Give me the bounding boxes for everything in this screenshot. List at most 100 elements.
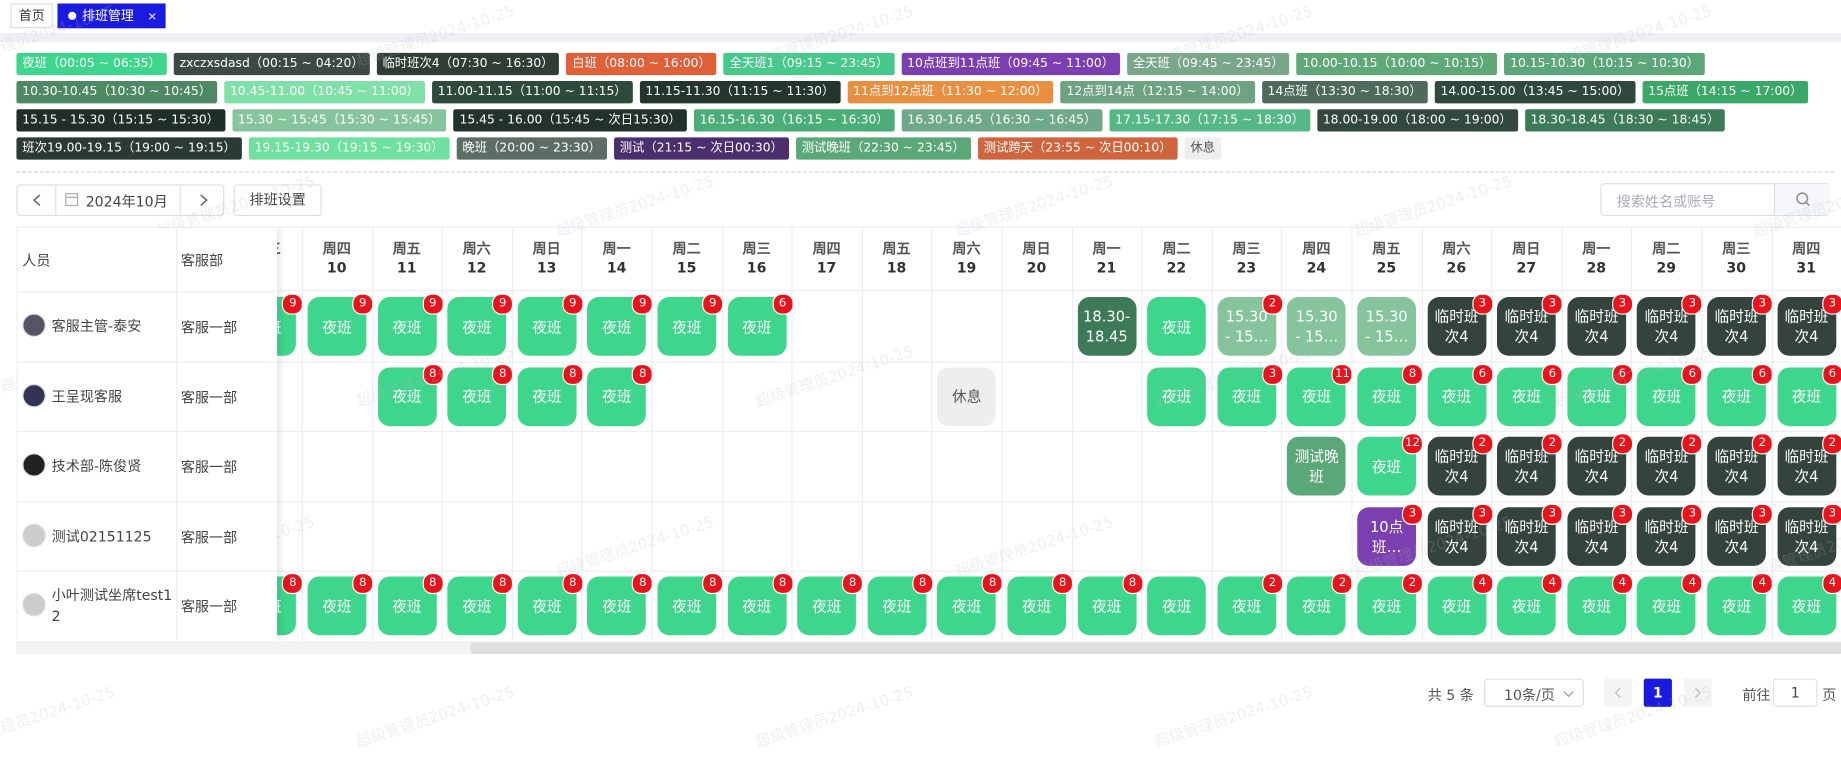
shift-cell[interactable]: 临时班次4 <box>1637 506 1696 566</box>
day-label: 25 <box>1376 259 1397 276</box>
shift-chip[interactable]: 10.45-11.00（10:45 ~ 11:00） <box>224 81 425 104</box>
shift-chip[interactable]: 测试（21:15 ~ 次日00:30） <box>613 137 789 160</box>
shift-cell[interactable]: 临时班次4 <box>1497 506 1556 566</box>
shift-chip[interactable]: 17.15-17.30（17:15 ~ 18:30） <box>1109 109 1310 132</box>
shift-chip[interactable]: 10.15-10.30（10:15 ~ 10:30） <box>1504 52 1705 76</box>
shift-chip[interactable]: 11.15-11.30（11:15 ~ 11:30） <box>639 81 841 104</box>
shift-chip[interactable]: 19.15-19.30（19:15 ~ 19:30） <box>248 137 450 160</box>
shift-chip[interactable]: 10点班到11点班（09:45 ~ 11:00） <box>901 52 1120 76</box>
shift-cell[interactable]: 夜班 <box>1637 576 1696 636</box>
shift-count-badge: 8 <box>492 363 514 385</box>
tab-close[interactable]: × <box>147 10 158 24</box>
shift-cell[interactable]: 15.30 - 15… <box>1217 297 1277 356</box>
shift-chip[interactable]: 班次19.00-19.15（19:00 ~ 19:15） <box>16 137 242 160</box>
shift-cell[interactable]: 夜班 <box>1357 367 1416 426</box>
shift-cell[interactable]: 夜班 <box>797 576 857 636</box>
shift-count-badge: 2 <box>1401 573 1424 595</box>
shift-chip[interactable]: 14.00-15.00（13:45 ~ 15:00） <box>1434 81 1636 104</box>
shift-chip[interactable]: 18.30-18.45（18:30 ~ 18:45） <box>1524 109 1726 132</box>
shift-chip[interactable]: 测试跨天（23:55 ~ 次日00:10） <box>977 137 1178 160</box>
page-size-select[interactable]: 10条/页 <box>1484 678 1584 707</box>
row-line <box>17 431 278 433</box>
shift-cell[interactable]: 夜班 <box>1217 576 1277 636</box>
shift-chip[interactable]: 14点班（13:30 ~ 18:30） <box>1261 81 1428 104</box>
shift-cell[interactable]: 15.30 - 15… <box>1357 297 1416 356</box>
shift-cell[interactable]: 夜班 <box>657 297 717 356</box>
shift-cell[interactable]: 夜班 <box>1357 436 1416 496</box>
shift-chip[interactable]: 夜班（00:05 ~ 06:35） <box>16 52 167 76</box>
shift-chip[interactable]: 15.45 - 16.00（15:45 ~ 次日15:30） <box>453 109 687 132</box>
shift-cell[interactable]: 15.30 - 15… <box>1287 297 1346 356</box>
shift-chip[interactable]: 休息 <box>1184 137 1221 160</box>
shift-count-badge: 9 <box>282 293 304 315</box>
prev-page[interactable] <box>1603 678 1633 707</box>
shift-cell[interactable]: 夜班 <box>1497 576 1556 636</box>
shift-chip[interactable]: 12点到14点（12:15 ~ 14:00） <box>1060 81 1255 104</box>
shift-chip[interactable]: 15.15 - 15.30（15:15 ~ 15:30） <box>16 109 225 132</box>
shift-cell[interactable]: 临时班次4 <box>1427 506 1486 566</box>
shift-count-badge: 3 <box>1681 503 1703 525</box>
next-month[interactable] <box>179 185 225 215</box>
month-label[interactable]: 2024年10月 <box>85 193 168 211</box>
h-scroll-thumb <box>470 642 1841 654</box>
shift-chip[interactable]: 10.30-10.45（10:30 ~ 10:45） <box>16 81 218 104</box>
shift-cell[interactable]: 临时班次4 <box>1707 436 1766 496</box>
shift-chip[interactable]: 全天班1（09:15 ~ 23:45） <box>723 52 895 76</box>
shift-chip[interactable]: 全天班（09:45 ~ 23:45） <box>1126 52 1290 76</box>
shift-count-badge: 4 <box>1541 573 1563 595</box>
schedule-settings-button[interactable]: 排班设置 <box>233 184 322 217</box>
shift-chip[interactable]: 白班（08:00 ~ 16:00） <box>566 52 717 76</box>
shift-count-badge: 9 <box>632 293 654 315</box>
shift-cell[interactable]: 夜班 <box>1707 367 1766 426</box>
page-unit: 页 <box>1822 686 1837 704</box>
shift-cell[interactable]: 夜班 <box>1777 367 1836 426</box>
shift-chip[interactable]: 临时班次4（07:30 ~ 16:30） <box>376 52 560 76</box>
shift-chip[interactable]: 11点到12点班（11:30 ~ 12:00） <box>847 81 1054 104</box>
shift-chip[interactable]: 10.00-10.15（10:00 ~ 10:15） <box>1296 52 1498 76</box>
weekday-label: 周三 <box>742 240 771 258</box>
next-page[interactable] <box>1683 678 1712 707</box>
search-box[interactable]: 搜索姓名或账号 <box>1600 183 1831 217</box>
current-page[interactable]: 1 <box>1643 678 1672 707</box>
shift-cell[interactable]: 18.30-18.45 <box>1077 297 1137 356</box>
search-button[interactable] <box>1774 184 1831 215</box>
shift-chip[interactable]: 15.30 ~ 15:45（15:30 ~ 15:45） <box>231 109 447 132</box>
shift-count-badge: 3 <box>1611 503 1633 525</box>
goto-input[interactable]: 1 <box>1772 678 1818 707</box>
column-line <box>511 227 513 642</box>
shift-chip[interactable]: 16.15-16.30（16:15 ~ 16:30） <box>693 109 895 132</box>
shift-chip[interactable]: zxczxsdasd（00:15 ~ 04:20） <box>173 52 370 76</box>
shift-cell[interactable]: 临时班次4 <box>1497 297 1556 356</box>
column-line <box>1351 227 1353 642</box>
day-label: 31 <box>1796 259 1817 276</box>
shift-cell[interactable]: 夜班 <box>1147 297 1207 356</box>
shift-count-badge: 6 <box>1751 363 1773 385</box>
column-line <box>1491 227 1493 642</box>
shift-chip[interactable]: 测试晚班（22:30 ~ 23:45） <box>795 137 971 160</box>
shift-chip[interactable]: 晚班（20:00 ~ 23:30） <box>456 137 607 160</box>
shift-cell[interactable]: 临时班次4 <box>1637 436 1696 496</box>
prev-month[interactable] <box>18 185 57 215</box>
shift-cell[interactable]: 临时班次4 <box>1777 297 1836 356</box>
shift-cell[interactable]: 夜班 <box>1147 367 1207 426</box>
shift-chip[interactable]: 11.00-11.15（11:00 ~ 11:15） <box>431 81 633 104</box>
home-tab[interactable]: 首页 <box>10 3 53 29</box>
shift-cell[interactable]: 夜班 <box>377 576 437 636</box>
shift-chip[interactable]: 15点班（14:15 ~ 17:00） <box>1642 81 1809 104</box>
day-label: 21 <box>1096 259 1117 276</box>
tab-label: 排班管理 <box>82 8 134 24</box>
shift-cell[interactable]: 临时班次4 <box>1707 297 1766 356</box>
shift-cell[interactable]: 夜班 <box>1147 576 1207 636</box>
shift-cell[interactable]: 休息 <box>937 367 997 426</box>
shift-cell[interactable]: 临时班次4 <box>1567 506 1626 566</box>
column-line <box>1421 227 1423 642</box>
dashed-divider <box>16 171 1834 173</box>
shift-cell[interactable]: 测试晚班 <box>1287 436 1346 496</box>
shift-cell[interactable]: 夜班 <box>1427 576 1486 636</box>
person-name: 技术部-陈俊贤 <box>51 458 142 475</box>
active-tab[interactable]: 排班管理 × <box>57 3 166 29</box>
shift-chip[interactable]: 16.30-16.45（16:30 ~ 16:45） <box>901 109 1103 132</box>
shift-cell[interactable]: 夜班 <box>307 297 367 356</box>
shift-chip[interactable]: 18.00-19.00（18:00 ~ 19:00） <box>1316 109 1518 132</box>
day-label: 29 <box>1656 259 1677 276</box>
